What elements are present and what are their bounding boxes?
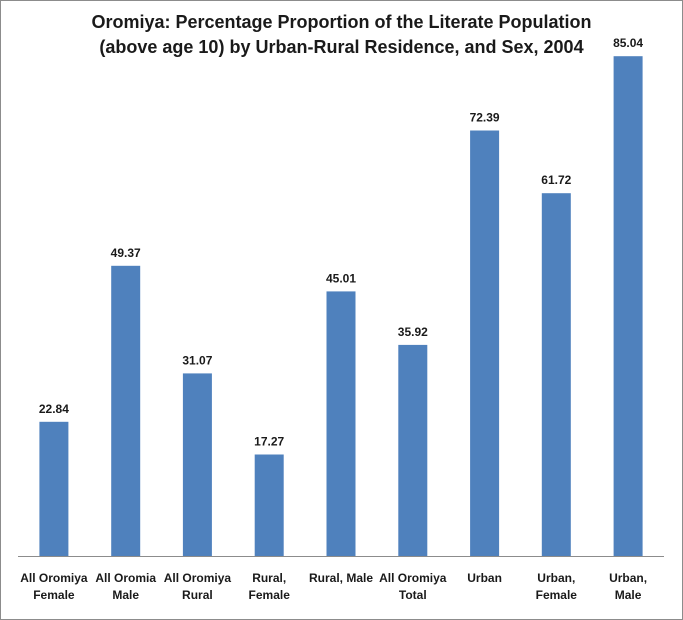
category-label-1-line-1: Male <box>112 588 139 602</box>
value-label-7: 61.72 <box>541 173 571 187</box>
category-label-8-line-0: Urban, <box>609 571 647 585</box>
category-label-3-line-1: Female <box>249 588 291 602</box>
value-label-0: 22.84 <box>39 402 69 416</box>
category-label-3: Rural, Female <box>249 571 291 602</box>
bar-2 <box>182 373 212 556</box>
category-label-2-line-1: Rural <box>182 588 213 602</box>
bar-1 <box>111 265 141 556</box>
category-label-5-line-1: Total <box>399 588 427 602</box>
category-label-6-line-0: Urban <box>467 571 502 585</box>
chart-title: Oromiya: Percentage Proportion of the Li… <box>0 10 683 60</box>
bar-3 <box>254 454 284 556</box>
category-label-4: Rural, Male <box>309 571 373 585</box>
category-label-7-line-0: Urban, <box>537 571 575 585</box>
value-label-1: 49.37 <box>111 246 141 260</box>
bar-5 <box>398 344 428 556</box>
value-label-5: 35.92 <box>398 325 428 339</box>
category-label-1: All Oromia Male <box>95 571 156 602</box>
category-label-6: Urban <box>467 571 502 585</box>
category-label-5-line-0: All Oromiya <box>379 571 447 585</box>
category-label-8: Urban, Male <box>609 571 647 602</box>
category-label-2-line-0: All Oromiya <box>164 571 232 585</box>
category-label-2: All Oromiya Rural <box>164 571 232 602</box>
category-label-0-line-0: All Oromiya <box>20 571 88 585</box>
value-label-2: 31.07 <box>182 353 212 367</box>
category-label-5: All Oromiya Total <box>379 571 447 602</box>
value-labels-group: 22.84 49.37 31.07 17.27 45.01 35.92 72.39 61.72… <box>39 36 644 448</box>
bar-6 <box>470 130 500 556</box>
bar-0 <box>39 421 69 556</box>
category-label-7: Urban, Female <box>536 571 578 602</box>
category-label-7-line-1: Female <box>536 588 578 602</box>
value-label-6: 72.39 <box>470 111 500 125</box>
bar-7 <box>541 193 571 556</box>
value-label-8: 85.04 <box>613 36 643 50</box>
category-label-1-line-0: All Oromia <box>95 571 156 585</box>
category-label-3-line-0: Rural, <box>252 571 286 585</box>
category-label-0: All Oromiya Female <box>20 571 88 602</box>
value-label-4: 45.01 <box>326 271 356 285</box>
bar-4 <box>326 291 356 556</box>
chart-title-line-2: (above age 10) by Urban-Rural Residence,… <box>99 37 584 57</box>
category-label-4-line-0: Rural, Male <box>309 571 373 585</box>
bar-8 <box>613 56 643 556</box>
chart-title-line-1: Oromiya: Percentage Proportion of the Li… <box>91 12 592 32</box>
category-label-8-line-1: Male <box>615 588 642 602</box>
category-label-0-line-1: Female <box>33 588 75 602</box>
bars-group <box>39 56 643 556</box>
value-label-3: 17.27 <box>254 435 284 449</box>
